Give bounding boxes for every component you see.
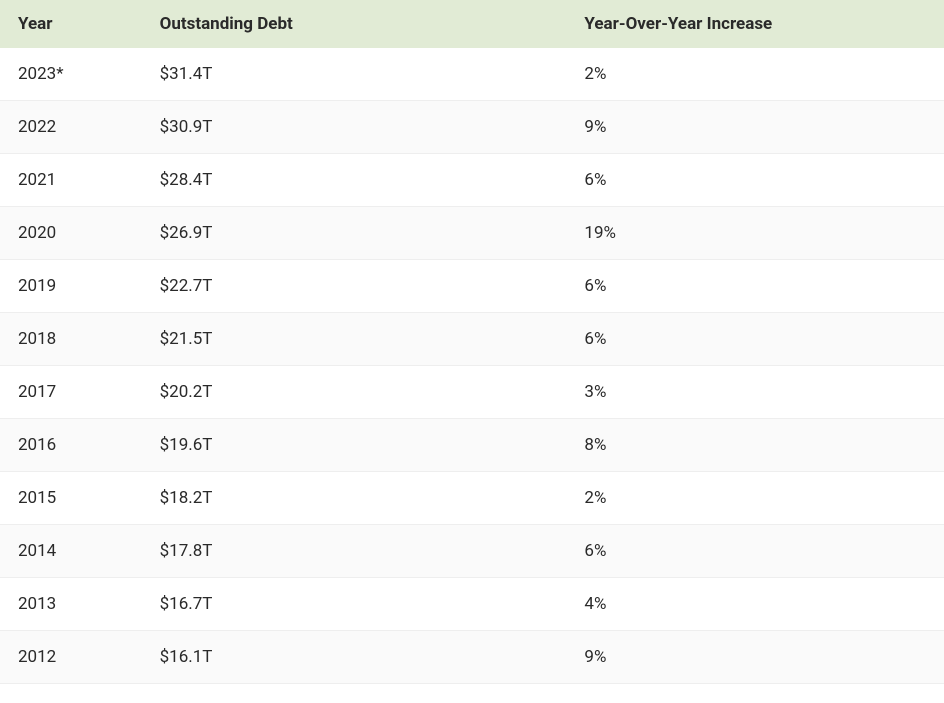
- cell-yoy: 2%: [566, 472, 944, 525]
- cell-yoy: 3%: [566, 366, 944, 419]
- cell-year: 2020: [0, 207, 142, 260]
- cell-yoy: 4%: [566, 578, 944, 631]
- table-row: 2019 $22.7T 6%: [0, 260, 944, 313]
- cell-year: 2023*: [0, 48, 142, 101]
- cell-debt: $16.1T: [142, 631, 567, 684]
- cell-yoy: 6%: [566, 525, 944, 578]
- cell-yoy: 2%: [566, 48, 944, 101]
- cell-debt: $30.9T: [142, 101, 567, 154]
- cell-year: 2022: [0, 101, 142, 154]
- table-row: 2013 $16.7T 4%: [0, 578, 944, 631]
- cell-year: 2014: [0, 525, 142, 578]
- table-row: 2012 $16.1T 9%: [0, 631, 944, 684]
- col-header-yoy: Year-Over-Year Increase: [566, 0, 944, 48]
- cell-yoy: 6%: [566, 260, 944, 313]
- col-header-year: Year: [0, 0, 142, 48]
- cell-yoy: 6%: [566, 154, 944, 207]
- cell-yoy: 9%: [566, 101, 944, 154]
- cell-debt: $16.7T: [142, 578, 567, 631]
- table-row: 2022 $30.9T 9%: [0, 101, 944, 154]
- cell-debt: $28.4T: [142, 154, 567, 207]
- table-row: 2023* $31.4T 2%: [0, 48, 944, 101]
- cell-year: 2015: [0, 472, 142, 525]
- cell-yoy: 6%: [566, 313, 944, 366]
- cell-yoy: 19%: [566, 207, 944, 260]
- cell-year: 2018: [0, 313, 142, 366]
- table-row: 2014 $17.8T 6%: [0, 525, 944, 578]
- table-header-row: Year Outstanding Debt Year-Over-Year Inc…: [0, 0, 944, 48]
- cell-year: 2021: [0, 154, 142, 207]
- cell-debt: $21.5T: [142, 313, 567, 366]
- cell-debt: $20.2T: [142, 366, 567, 419]
- cell-year: 2019: [0, 260, 142, 313]
- debt-table: Year Outstanding Debt Year-Over-Year Inc…: [0, 0, 944, 684]
- cell-year: 2013: [0, 578, 142, 631]
- table-row: 2015 $18.2T 2%: [0, 472, 944, 525]
- cell-debt: $22.7T: [142, 260, 567, 313]
- cell-debt: $31.4T: [142, 48, 567, 101]
- table-row: 2018 $21.5T 6%: [0, 313, 944, 366]
- col-header-debt: Outstanding Debt: [142, 0, 567, 48]
- cell-year: 2012: [0, 631, 142, 684]
- cell-year: 2017: [0, 366, 142, 419]
- cell-year: 2016: [0, 419, 142, 472]
- cell-debt: $18.2T: [142, 472, 567, 525]
- table-row: 2020 $26.9T 19%: [0, 207, 944, 260]
- cell-debt: $19.6T: [142, 419, 567, 472]
- table-row: 2016 $19.6T 8%: [0, 419, 944, 472]
- table-row: 2021 $28.4T 6%: [0, 154, 944, 207]
- cell-debt: $26.9T: [142, 207, 567, 260]
- cell-debt: $17.8T: [142, 525, 567, 578]
- table-row: 2017 $20.2T 3%: [0, 366, 944, 419]
- cell-yoy: 8%: [566, 419, 944, 472]
- table-body: 2023* $31.4T 2% 2022 $30.9T 9% 2021 $28.…: [0, 48, 944, 684]
- cell-yoy: 9%: [566, 631, 944, 684]
